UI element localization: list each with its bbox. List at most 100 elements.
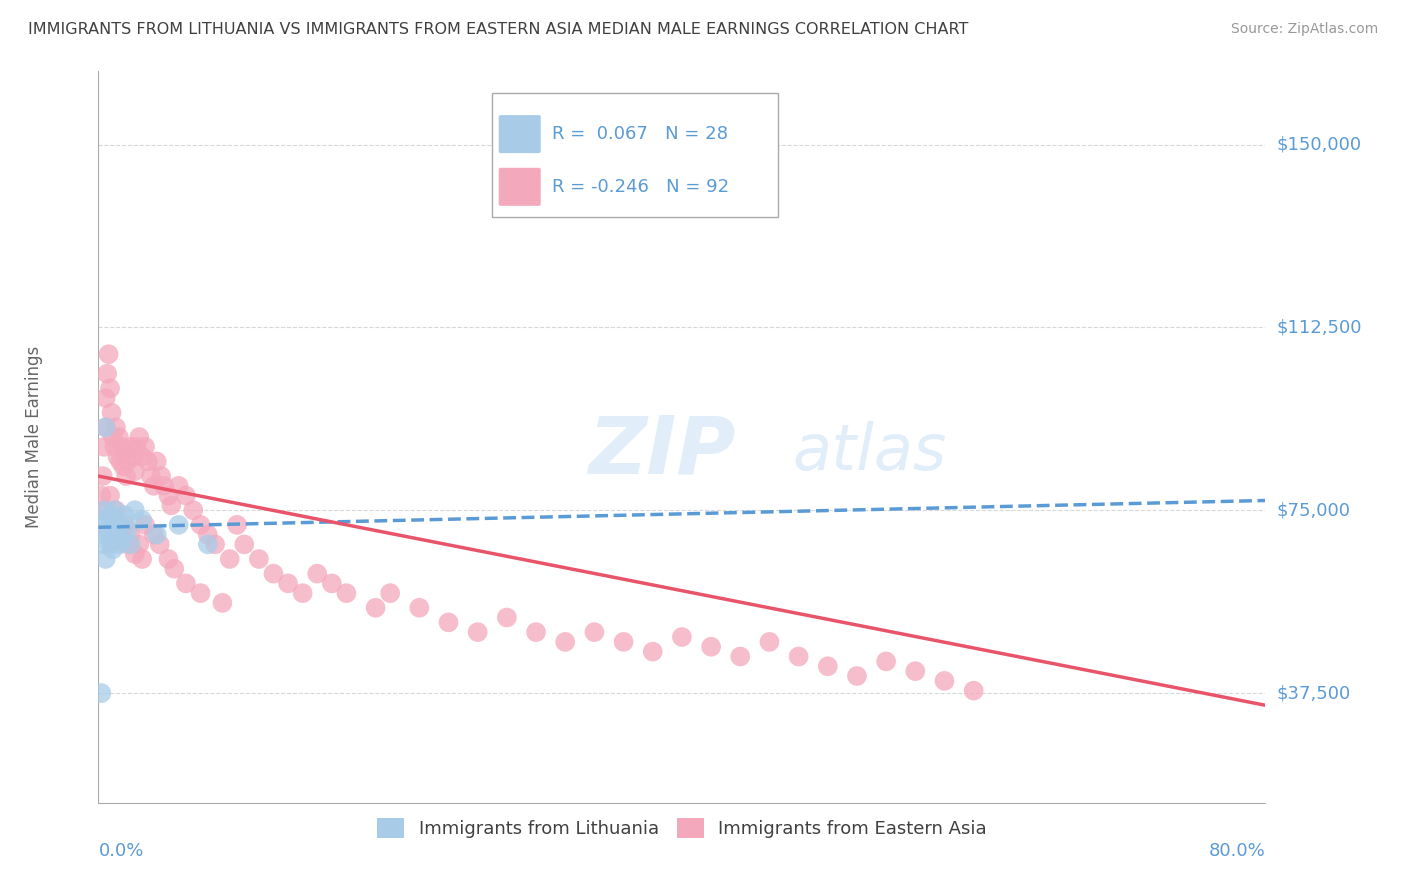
Point	[105, 513, 128, 527]
Point	[101, 517, 124, 532]
Point	[787, 649, 810, 664]
Point	[262, 566, 284, 581]
Point	[160, 499, 183, 513]
Point	[91, 503, 114, 517]
Point	[128, 537, 150, 551]
Point	[167, 479, 190, 493]
Point	[962, 683, 984, 698]
Point	[142, 527, 165, 541]
Point	[131, 450, 153, 464]
Point	[100, 406, 122, 420]
Point	[139, 469, 162, 483]
Text: ZIP: ZIP	[589, 413, 735, 491]
Text: $37,500: $37,500	[1277, 684, 1351, 702]
Point	[108, 537, 131, 551]
Text: Median Male Earnings: Median Male Earnings	[25, 346, 44, 528]
Point	[146, 527, 169, 541]
Point	[93, 440, 115, 454]
Point	[117, 537, 139, 551]
Text: $112,500: $112,500	[1277, 318, 1362, 336]
Point	[101, 542, 124, 557]
Point	[730, 649, 752, 664]
Point	[157, 552, 180, 566]
Point	[150, 469, 173, 483]
Point	[96, 367, 118, 381]
Point	[90, 686, 112, 700]
Point	[120, 527, 142, 541]
Point	[197, 527, 219, 541]
Point	[612, 635, 634, 649]
Point	[114, 517, 136, 532]
Point	[97, 523, 120, 537]
Text: 0.0%: 0.0%	[98, 842, 143, 860]
Point	[554, 635, 576, 649]
Point	[247, 552, 270, 566]
Point	[817, 659, 839, 673]
Point	[758, 635, 780, 649]
Legend: Immigrants from Lithuania, Immigrants from Eastern Asia: Immigrants from Lithuania, Immigrants fr…	[370, 811, 994, 845]
Point	[291, 586, 314, 600]
FancyBboxPatch shape	[499, 168, 541, 206]
Point	[583, 625, 606, 640]
Point	[934, 673, 956, 688]
Point	[211, 596, 233, 610]
Point	[641, 645, 664, 659]
FancyBboxPatch shape	[492, 94, 778, 217]
FancyBboxPatch shape	[499, 115, 541, 153]
Point	[120, 440, 142, 454]
Point	[174, 489, 197, 503]
Point	[307, 566, 329, 581]
Point	[101, 517, 124, 532]
Point	[335, 586, 357, 600]
Point	[125, 440, 148, 454]
Point	[94, 420, 117, 434]
Point	[94, 420, 117, 434]
Point	[98, 537, 121, 551]
Point	[218, 552, 240, 566]
Point	[104, 527, 127, 541]
Point	[98, 508, 121, 522]
Point	[91, 469, 114, 483]
Text: Source: ZipAtlas.com: Source: ZipAtlas.com	[1230, 22, 1378, 37]
Point	[142, 479, 165, 493]
Point	[277, 576, 299, 591]
Text: R =  0.067   N = 28: R = 0.067 N = 28	[553, 125, 728, 143]
Point	[110, 527, 132, 541]
Point	[163, 562, 186, 576]
Point	[117, 523, 139, 537]
Point	[226, 517, 249, 532]
Text: 80.0%: 80.0%	[1209, 842, 1265, 860]
Point	[671, 630, 693, 644]
Point	[134, 440, 156, 454]
Point	[110, 517, 132, 532]
Point	[197, 537, 219, 551]
Point	[204, 537, 226, 551]
Point	[103, 503, 125, 517]
Point	[875, 654, 897, 668]
Point	[104, 420, 127, 434]
Point	[105, 450, 128, 464]
Point	[98, 489, 121, 503]
Point	[153, 479, 176, 493]
Point	[93, 503, 115, 517]
Point	[115, 469, 138, 483]
Point	[117, 454, 139, 468]
Point	[181, 503, 204, 517]
Point	[408, 600, 430, 615]
Point	[467, 625, 489, 640]
Point	[112, 459, 135, 474]
Point	[98, 381, 121, 395]
Point	[190, 586, 212, 600]
Point	[90, 517, 112, 532]
Point	[190, 517, 212, 532]
Text: IMMIGRANTS FROM LITHUANIA VS IMMIGRANTS FROM EASTERN ASIA MEDIAN MALE EARNINGS C: IMMIGRANTS FROM LITHUANIA VS IMMIGRANTS …	[28, 22, 969, 37]
Point	[146, 454, 169, 468]
Point	[108, 430, 131, 444]
Point	[94, 552, 117, 566]
Point	[128, 430, 150, 444]
Point	[131, 552, 153, 566]
Point	[94, 391, 117, 405]
Point	[111, 440, 134, 454]
Point	[233, 537, 256, 551]
Point	[437, 615, 460, 630]
